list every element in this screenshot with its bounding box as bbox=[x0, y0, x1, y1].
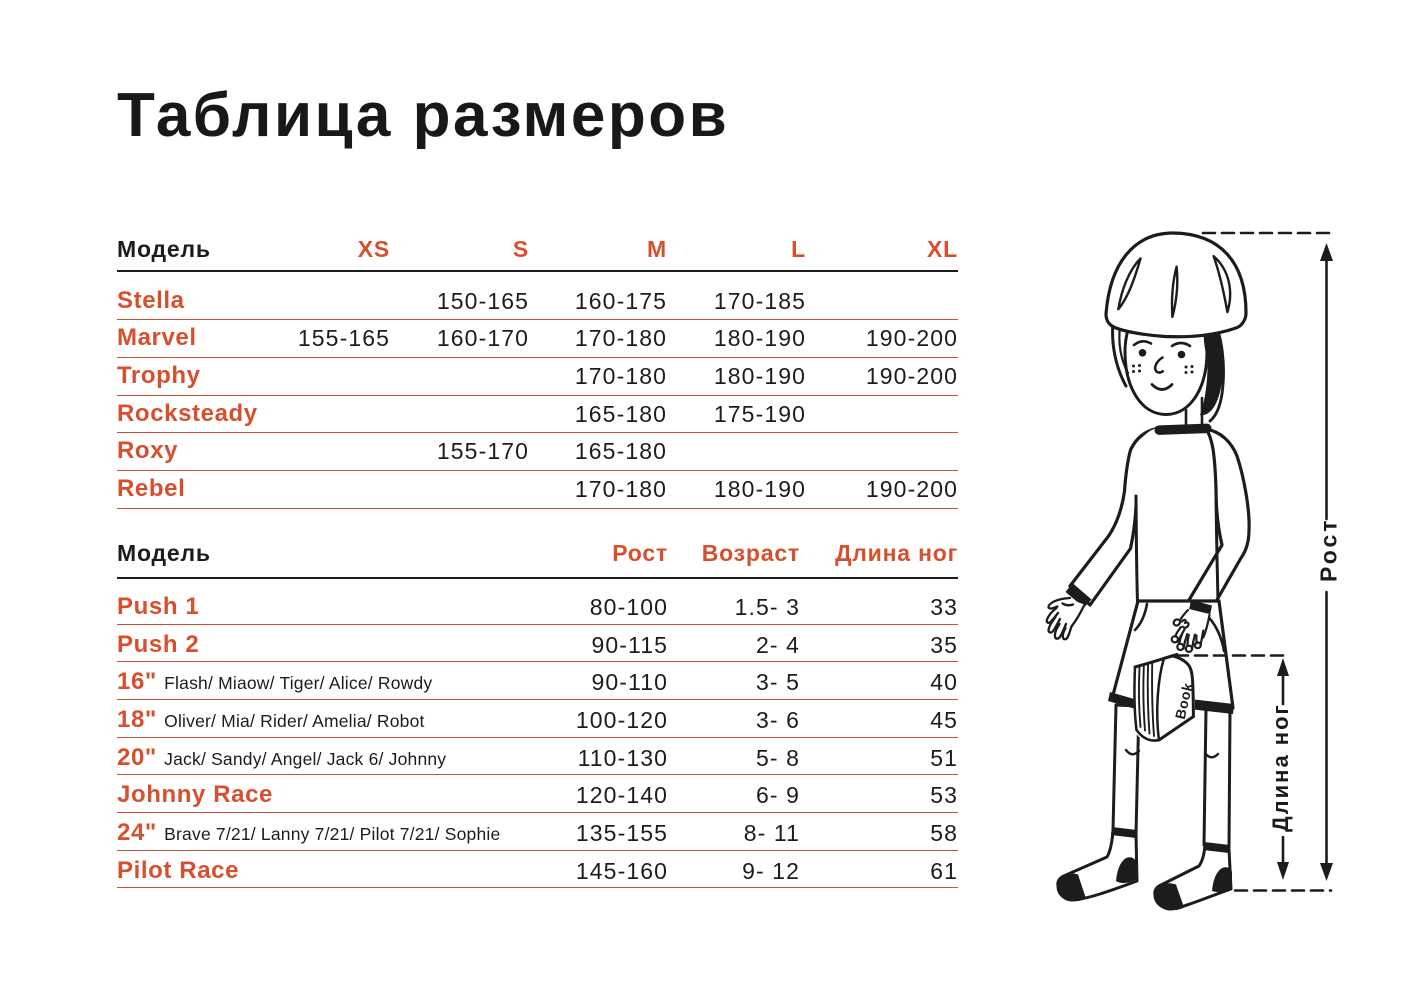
svg-text:Рост: Рост bbox=[1316, 517, 1342, 582]
svg-text:Длина ног: Длина ног bbox=[1268, 703, 1293, 832]
